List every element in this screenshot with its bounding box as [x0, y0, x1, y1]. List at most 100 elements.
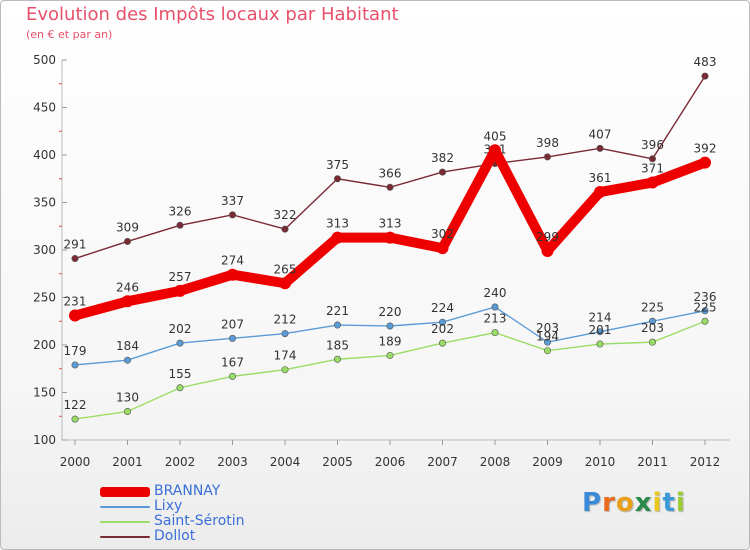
legend-swatch: [100, 536, 150, 538]
data-label: 202: [169, 322, 192, 336]
x-tick-label: 2007: [427, 455, 458, 469]
data-label: 392: [694, 142, 717, 156]
x-tick-label: 2006: [375, 455, 406, 469]
y-tick-label: 150: [33, 386, 56, 400]
data-label: 405: [484, 129, 507, 143]
data-point: [124, 237, 132, 245]
logo-letter: t: [662, 488, 676, 518]
data-point: [386, 183, 394, 191]
data-label: 174: [274, 349, 297, 363]
data-point: [281, 330, 289, 338]
x-tick-label: 2004: [270, 455, 301, 469]
x-tick-label: 2002: [165, 455, 196, 469]
chart-subtitle: (en € et par an): [26, 28, 113, 41]
data-label: 398: [536, 136, 559, 150]
data-point: [436, 242, 449, 255]
x-tick-label: 2000: [60, 455, 91, 469]
data-point: [491, 329, 499, 337]
data-label: 246: [116, 280, 139, 294]
data-label: 213: [484, 312, 507, 326]
data-label: 302: [431, 227, 454, 241]
data-label: 322: [274, 208, 297, 222]
y-tick-label: 350: [33, 196, 56, 210]
logo-letter: i: [675, 488, 686, 518]
data-point: [174, 284, 186, 297]
data-label: 313: [379, 217, 402, 231]
data-point: [438, 168, 446, 176]
data-point: [438, 339, 446, 347]
data-point: [701, 317, 709, 325]
data-label: 274: [221, 254, 244, 268]
data-point: [229, 334, 237, 342]
data-point: [543, 153, 551, 161]
data-label: 220: [379, 305, 402, 319]
data-point: [71, 415, 79, 423]
data-label: 299: [536, 230, 559, 244]
data-point: [701, 72, 709, 80]
data-point: [331, 231, 344, 244]
data-point: [226, 268, 239, 281]
data-label: 185: [326, 338, 349, 352]
data-point: [541, 244, 554, 257]
data-label: 221: [326, 304, 349, 318]
legend-label: BRANNAY: [154, 483, 221, 499]
x-tick-label: 2003: [217, 455, 248, 469]
x-tick-label: 2008: [480, 455, 511, 469]
data-point: [176, 384, 184, 392]
data-point: [229, 211, 237, 219]
data-label: 207: [221, 317, 244, 331]
data-label: 240: [484, 286, 507, 300]
data-label: 257: [169, 270, 192, 284]
data-label: 291: [64, 238, 87, 252]
data-label: 231: [64, 295, 87, 309]
data-label: 212: [274, 313, 297, 327]
data-point: [596, 340, 604, 348]
legend-label: Dollot: [154, 528, 196, 544]
data-label: 214: [589, 311, 612, 325]
data-point: [333, 355, 341, 363]
data-point: [333, 321, 341, 329]
x-tick-label: 2010: [585, 455, 616, 469]
data-label: 265: [274, 262, 297, 276]
logo-letter: x: [634, 488, 653, 518]
data-label: 361: [589, 171, 612, 185]
data-label: 203: [641, 321, 664, 335]
data-point: [596, 144, 604, 152]
logo-letter: P: [582, 488, 603, 518]
data-point: [648, 338, 656, 346]
data-label: 225: [641, 300, 664, 314]
data-label: 309: [116, 220, 139, 234]
data-point: [176, 221, 184, 229]
x-tick-label: 2001: [112, 455, 143, 469]
data-label: 155: [169, 367, 192, 381]
data-point: [229, 372, 237, 380]
data-label: 366: [379, 166, 402, 180]
data-point: [386, 322, 394, 330]
legend-swatch: [100, 521, 150, 523]
data-label: 194: [536, 330, 559, 344]
data-point: [386, 351, 394, 359]
data-point: [543, 347, 551, 355]
data-point: [596, 328, 604, 336]
data-point: [438, 318, 446, 326]
y-tick-label: 500: [33, 53, 56, 67]
data-point: [699, 156, 711, 169]
data-label: 337: [221, 194, 244, 208]
data-label: 179: [64, 344, 87, 358]
x-tick-label: 2005: [322, 455, 353, 469]
data-label: 375: [326, 158, 349, 172]
data-label: 203: [536, 321, 559, 335]
logo-letter: r: [602, 488, 616, 518]
data-label: 122: [64, 398, 87, 412]
data-label: 326: [169, 204, 192, 218]
data-point: [176, 339, 184, 347]
data-point: [543, 338, 551, 346]
data-point: [489, 144, 501, 157]
data-label: 201: [589, 323, 612, 337]
data-point: [646, 176, 659, 189]
x-tick-label: 2009: [532, 455, 563, 469]
data-label: 236: [694, 290, 717, 304]
data-label: 202: [431, 322, 454, 336]
